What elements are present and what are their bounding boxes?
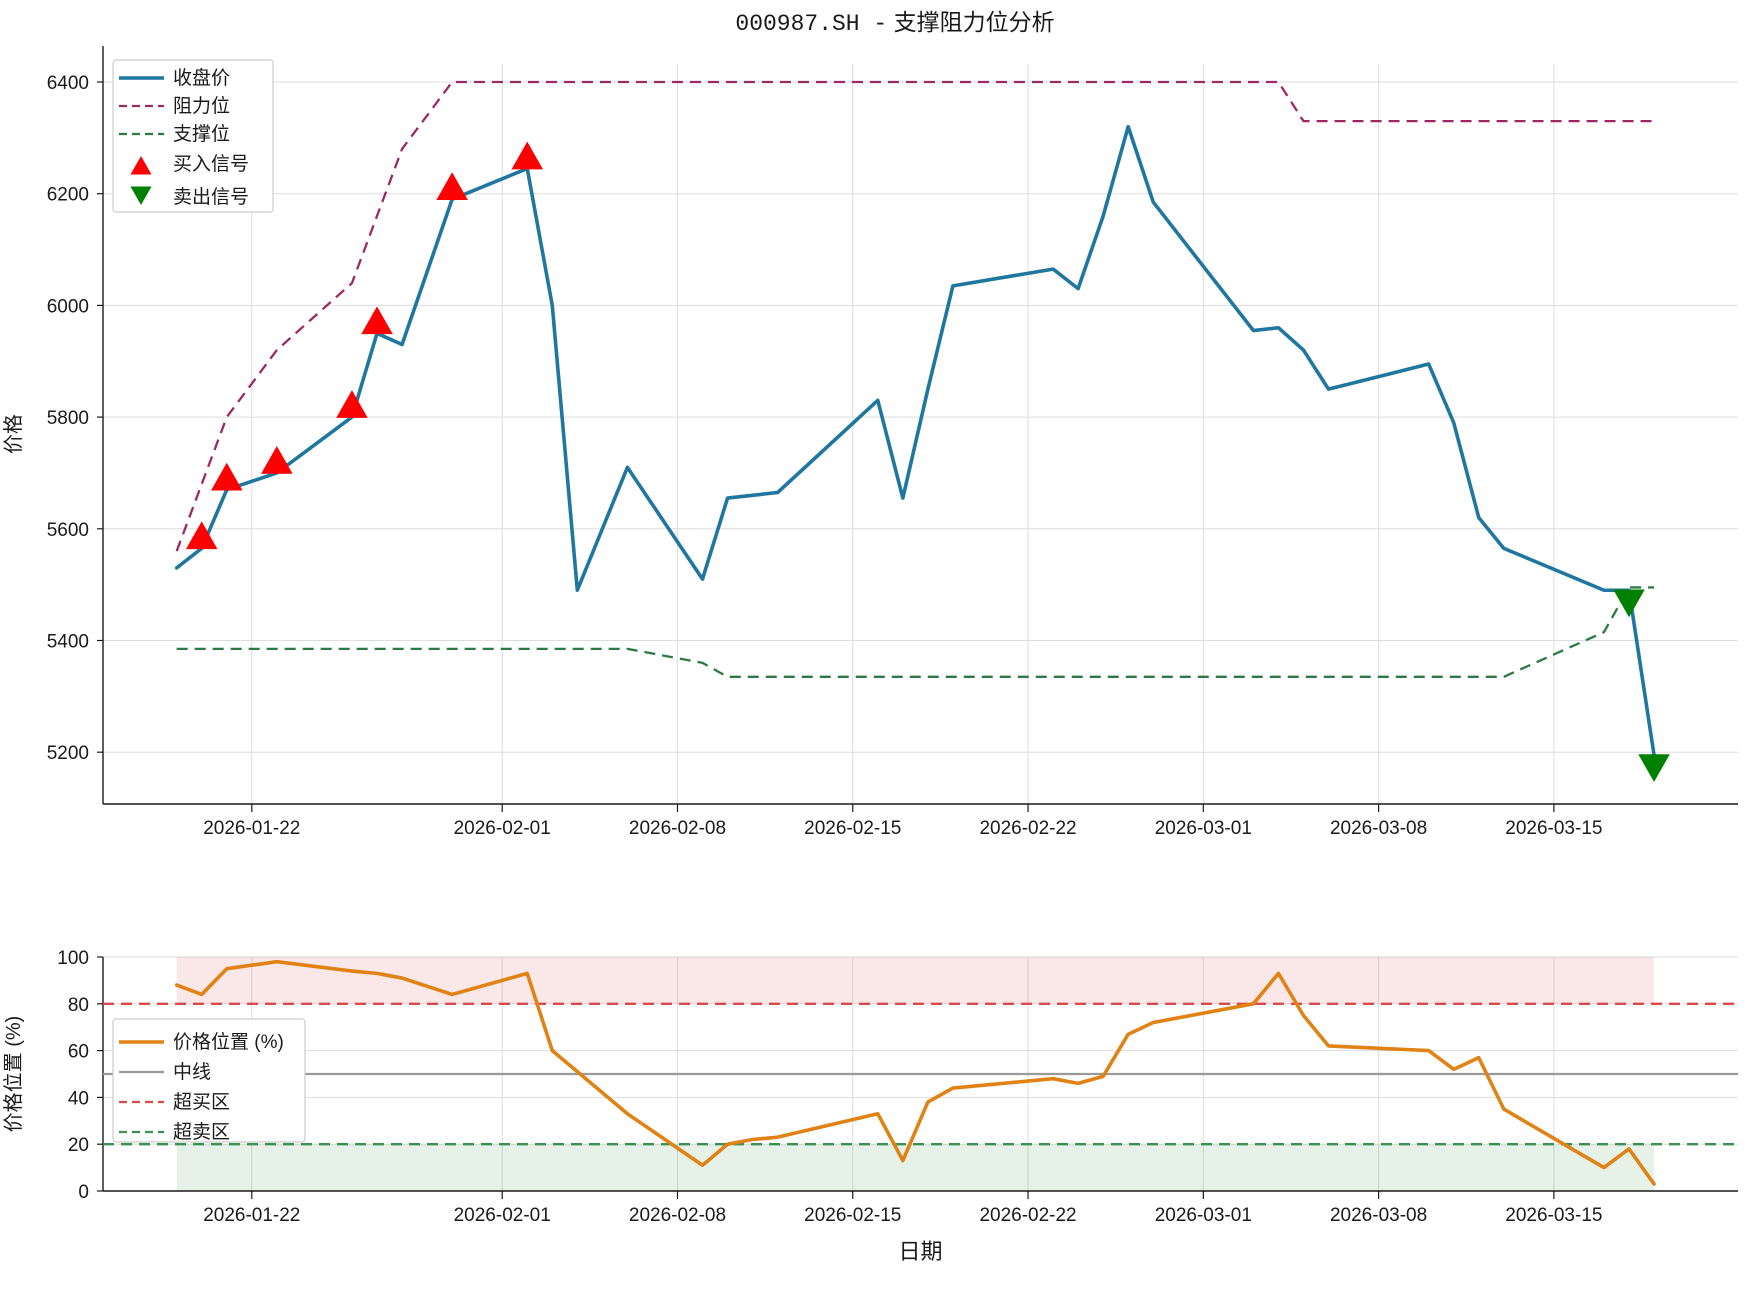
svg-text:2026-03-01: 2026-03-01 [1155, 1205, 1252, 1226]
svg-text:20: 20 [68, 1135, 89, 1156]
svg-text:价格位置 (%): 价格位置 (%) [173, 1031, 284, 1053]
svg-text:5400: 5400 [47, 632, 89, 653]
svg-text:2026-02-15: 2026-02-15 [804, 818, 901, 839]
svg-text:价格位置 (%): 价格位置 (%) [2, 1016, 25, 1133]
svg-text:2026-01-22: 2026-01-22 [203, 818, 300, 839]
svg-text:2026-03-08: 2026-03-08 [1330, 818, 1427, 839]
svg-text:5600: 5600 [47, 520, 89, 541]
svg-text:2026-02-15: 2026-02-15 [804, 1205, 901, 1226]
svg-text:卖出信号: 卖出信号 [173, 186, 249, 208]
svg-text:2026-02-22: 2026-02-22 [979, 1205, 1076, 1226]
svg-text:收盘价: 收盘价 [173, 67, 230, 89]
svg-text:2026-02-08: 2026-02-08 [629, 1205, 726, 1226]
svg-text:超买区: 超买区 [173, 1091, 230, 1113]
svg-text:5200: 5200 [47, 743, 89, 764]
svg-text:2026-03-15: 2026-03-15 [1505, 818, 1602, 839]
svg-text:阻力位: 阻力位 [173, 95, 230, 117]
svg-text:0: 0 [78, 1182, 89, 1203]
svg-text:2026-03-01: 2026-03-01 [1155, 818, 1252, 839]
svg-text:2026-03-15: 2026-03-15 [1505, 1205, 1602, 1226]
svg-text:6200: 6200 [47, 185, 89, 206]
svg-text:2026-03-08: 2026-03-08 [1330, 1205, 1427, 1226]
svg-text:6400: 6400 [47, 73, 89, 94]
svg-text:40: 40 [68, 1088, 89, 1109]
svg-text:2026-02-08: 2026-02-08 [629, 818, 726, 839]
svg-text:买入信号: 买入信号 [173, 153, 249, 175]
svg-text:支撑位: 支撑位 [173, 123, 230, 145]
svg-text:2026-02-01: 2026-02-01 [454, 1205, 551, 1226]
svg-text:2026-01-22: 2026-01-22 [203, 1205, 300, 1226]
svg-text:100: 100 [57, 948, 89, 969]
svg-text:日期: 日期 [898, 1239, 942, 1264]
svg-text:中线: 中线 [173, 1061, 211, 1083]
svg-text:2026-02-22: 2026-02-22 [979, 818, 1076, 839]
svg-text:2026-02-01: 2026-02-01 [454, 818, 551, 839]
svg-text:价格: 价格 [2, 414, 25, 454]
svg-text:60: 60 [68, 1042, 89, 1063]
svg-text:80: 80 [68, 995, 89, 1016]
svg-text:000987.SH - 支撑阻力位分析: 000987.SH - 支撑阻力位分析 [735, 9, 1054, 37]
svg-text:5800: 5800 [47, 408, 89, 429]
svg-text:6000: 6000 [47, 296, 89, 317]
svg-text:超卖区: 超卖区 [173, 1121, 230, 1143]
